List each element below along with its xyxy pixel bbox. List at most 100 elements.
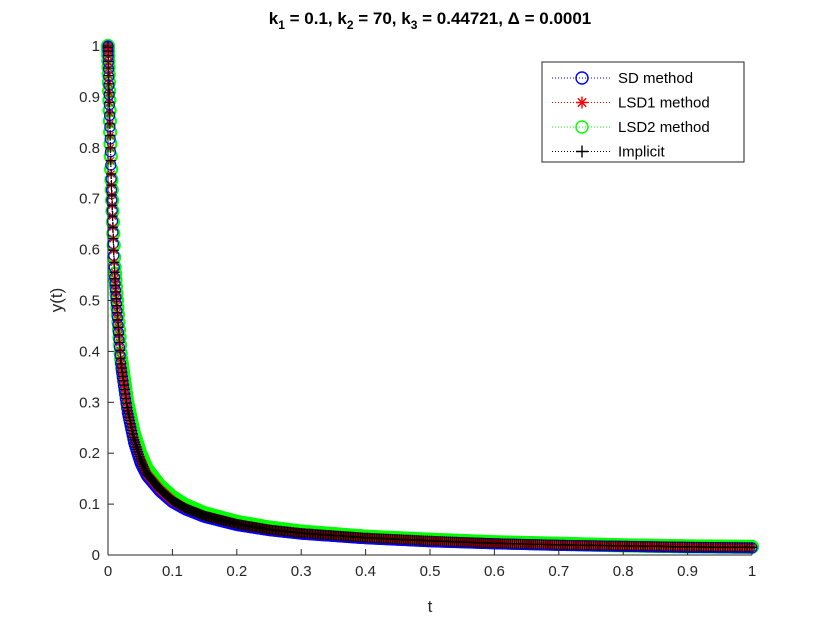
series-implicit-point bbox=[120, 388, 131, 399]
series-implicit-point bbox=[131, 441, 142, 452]
series-implicit-point bbox=[104, 107, 115, 118]
series-implicit-point bbox=[108, 245, 119, 256]
legend-entry-sd-method-marker bbox=[575, 71, 589, 85]
series-implicit-point-shape bbox=[130, 439, 141, 450]
series-implicit-point bbox=[137, 459, 148, 470]
legend-entry-lsd1-method-label: LSD1 method bbox=[618, 95, 710, 112]
y-tick-label: 1 bbox=[92, 38, 100, 55]
series-implicit-point-shape bbox=[104, 107, 115, 118]
series-implicit-point-shape bbox=[104, 87, 115, 98]
legend-entry-sd-method-marker-shape bbox=[575, 71, 589, 85]
series-implicit-point-shape bbox=[107, 211, 118, 222]
series-implicit-point-shape bbox=[108, 233, 119, 244]
y-tick-label: 0.5 bbox=[79, 293, 100, 310]
series-implicit-point-shape bbox=[105, 155, 116, 166]
series-implicit-point-shape bbox=[133, 446, 144, 457]
series-implicit-point bbox=[117, 371, 128, 382]
series-implicit-point-shape bbox=[108, 245, 119, 256]
series-implicit-point bbox=[119, 384, 130, 395]
series-implicit-point bbox=[133, 446, 144, 457]
series-implicit-point-shape bbox=[134, 451, 145, 462]
legend-entry-lsd1-method: LSD1 method bbox=[552, 95, 710, 112]
series-implicit-point-shape bbox=[119, 384, 130, 395]
series-implicit-point bbox=[130, 437, 141, 448]
legend-entry-lsd2-method: LSD2 method bbox=[552, 119, 710, 136]
legend: SD method LSD1 method LSD2 method Implicit bbox=[541, 61, 745, 163]
series-implicit-point bbox=[132, 444, 143, 455]
legend-entry-lsd2-method-label: LSD2 method bbox=[618, 119, 710, 136]
series-implicit bbox=[103, 41, 757, 553]
y-axis-label: y(t) bbox=[47, 288, 66, 313]
x-tick-label: 0.2 bbox=[226, 563, 247, 580]
series-implicit-point bbox=[109, 257, 120, 268]
y-tick-label: 0.1 bbox=[79, 496, 100, 513]
series-implicit-point bbox=[118, 375, 129, 386]
series-implicit-point-shape bbox=[138, 461, 149, 472]
series-implicit-point bbox=[121, 398, 132, 409]
x-tick-label: 0.6 bbox=[484, 563, 505, 580]
legend-entry-implicit-label: Implicit bbox=[618, 144, 666, 161]
series-implicit-point bbox=[104, 118, 115, 129]
series-implicit-point bbox=[105, 155, 116, 166]
y-tick-label: 0.8 bbox=[79, 140, 100, 157]
x-tick-label: 0.3 bbox=[291, 563, 312, 580]
legend-entry-implicit-marker-shape bbox=[576, 145, 588, 158]
y-tick-label: 0 bbox=[92, 547, 100, 564]
series-implicit-point bbox=[121, 393, 132, 404]
series-implicit-point bbox=[129, 434, 140, 445]
series-implicit-point-shape bbox=[137, 459, 148, 470]
x-tick-label: 0.9 bbox=[677, 563, 698, 580]
axes: 0 0.1 0.2 0.3 0.4 0.5 0.6 0.7 0.8 0.9 1 0 0.1 0.2 0.3 0… bbox=[79, 38, 756, 580]
series-implicit-point bbox=[138, 461, 149, 472]
legend-entry-lsd1-method-marker-shape bbox=[576, 96, 588, 109]
series-implicit-point-shape bbox=[129, 434, 140, 445]
y-tick-label: 0.7 bbox=[79, 191, 100, 208]
series-implicit-point-shape bbox=[118, 375, 129, 386]
series-implicit-point bbox=[133, 449, 144, 460]
x-tick-label: 0.4 bbox=[355, 563, 376, 580]
series-implicit-point bbox=[130, 439, 141, 450]
x-tick-label: 1 bbox=[748, 563, 756, 580]
series-implicit-point bbox=[103, 78, 114, 89]
series-implicit-point bbox=[128, 432, 139, 443]
legend-entry-sd-method-label: SD method bbox=[618, 70, 693, 87]
series-implicit-point-shape bbox=[109, 257, 120, 268]
series-implicit-point-shape bbox=[104, 118, 115, 129]
series-implicit-point-shape bbox=[128, 432, 139, 443]
series-implicit-point-shape bbox=[107, 200, 118, 211]
y-tick-label: 0.4 bbox=[79, 343, 100, 360]
series-implicit-point bbox=[107, 222, 118, 233]
x-tick-label: 0.5 bbox=[420, 563, 441, 580]
series-implicit-point-shape bbox=[121, 393, 132, 404]
series-implicit-point bbox=[108, 233, 119, 244]
legend-entry-implicit: Implicit bbox=[552, 144, 666, 161]
series-implicit-point-shape bbox=[121, 398, 132, 409]
series-implicit-point-shape bbox=[139, 463, 150, 474]
series-implicit-point bbox=[107, 200, 118, 211]
series-implicit-point bbox=[104, 97, 115, 108]
series-implicit-point-shape bbox=[133, 449, 144, 460]
series-implicit-point-shape bbox=[105, 130, 116, 141]
y-tick-label: 0.6 bbox=[79, 242, 100, 259]
x-tick-label: 0 bbox=[104, 563, 112, 580]
y-tick-label: 0.3 bbox=[79, 394, 100, 411]
series-implicit-point bbox=[119, 380, 130, 391]
legend-entry-lsd2-method-marker-shape bbox=[575, 120, 589, 134]
series-implicit-point-shape bbox=[119, 380, 130, 391]
legend-entry-implicit-marker bbox=[576, 145, 588, 158]
legend-entry-lsd1-method-marker bbox=[576, 96, 588, 109]
y-tick-label: 0.9 bbox=[79, 89, 100, 106]
series-implicit-point-shape bbox=[117, 371, 128, 382]
legend-entry-sd-method: SD method bbox=[552, 70, 693, 87]
chart-title: k1 = 0.1, k2 = 70, k3 = 0.44721, Δ = 0.0… bbox=[269, 9, 592, 32]
y-tick-label: 0.2 bbox=[79, 445, 100, 462]
series-implicit-point bbox=[139, 463, 150, 474]
x-tick-label: 0.7 bbox=[548, 563, 569, 580]
series-implicit-point-shape bbox=[107, 222, 118, 233]
series-implicit-point bbox=[134, 451, 145, 462]
plot-area bbox=[100, 38, 760, 554]
x-axis-label: t bbox=[428, 597, 433, 616]
series-implicit-point bbox=[104, 87, 115, 98]
series-implicit-point-shape bbox=[132, 444, 143, 455]
